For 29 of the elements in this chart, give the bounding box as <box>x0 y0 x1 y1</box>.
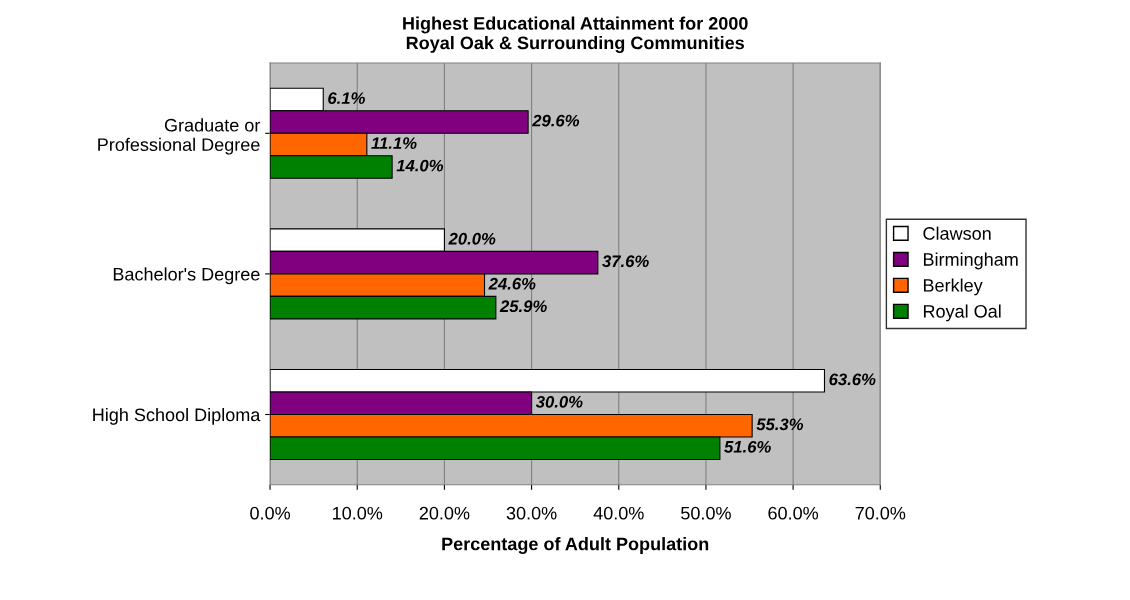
legend-label: Berkley <box>923 278 983 296</box>
x-tick-label: 50.0% <box>681 506 731 520</box>
x-tick-label: 40.0% <box>593 506 644 520</box>
y-tick-label: Bachelor's Degree <box>113 267 260 285</box>
x-tick-label: 0.0% <box>250 506 291 520</box>
data-label: 25.9% <box>499 300 547 313</box>
y-tick-label: Graduate or Professional Degree <box>98 118 261 155</box>
x-tick-label: 60.0% <box>768 506 819 520</box>
data-label: 63.6% <box>829 373 876 386</box>
data-label: 24.6% <box>488 277 536 290</box>
x-tick-label: 70.0% <box>855 506 906 520</box>
data-label: 11.1% <box>371 137 417 149</box>
data-label: 20.0% <box>448 232 496 245</box>
data-label: 55.3% <box>756 418 804 431</box>
x-axis-title: Percentage of Adult Population <box>442 537 709 554</box>
legend-label: Royal Oal <box>923 304 1001 322</box>
y-tick-label: High School Diploma <box>93 407 261 425</box>
x-tick-label: 10.0% <box>333 506 383 520</box>
x-tick-label: 20.0% <box>419 506 470 520</box>
data-label: 30.0% <box>535 395 583 408</box>
legend-label: Birmingham <box>923 252 1018 270</box>
x-tick-label: 30.0% <box>506 506 557 520</box>
chart-title: Highest Educational Attainment for 2000 Royal Oak & Surrounding Communities <box>403 16 748 53</box>
data-label: 6.1% <box>328 92 365 105</box>
legend-label: Clawson <box>923 226 991 240</box>
data-label: 37.6% <box>602 255 649 268</box>
data-label: 14.0% <box>396 159 444 172</box>
data-label: 51.6% <box>724 440 771 453</box>
data-label: 29.6% <box>532 114 580 127</box>
